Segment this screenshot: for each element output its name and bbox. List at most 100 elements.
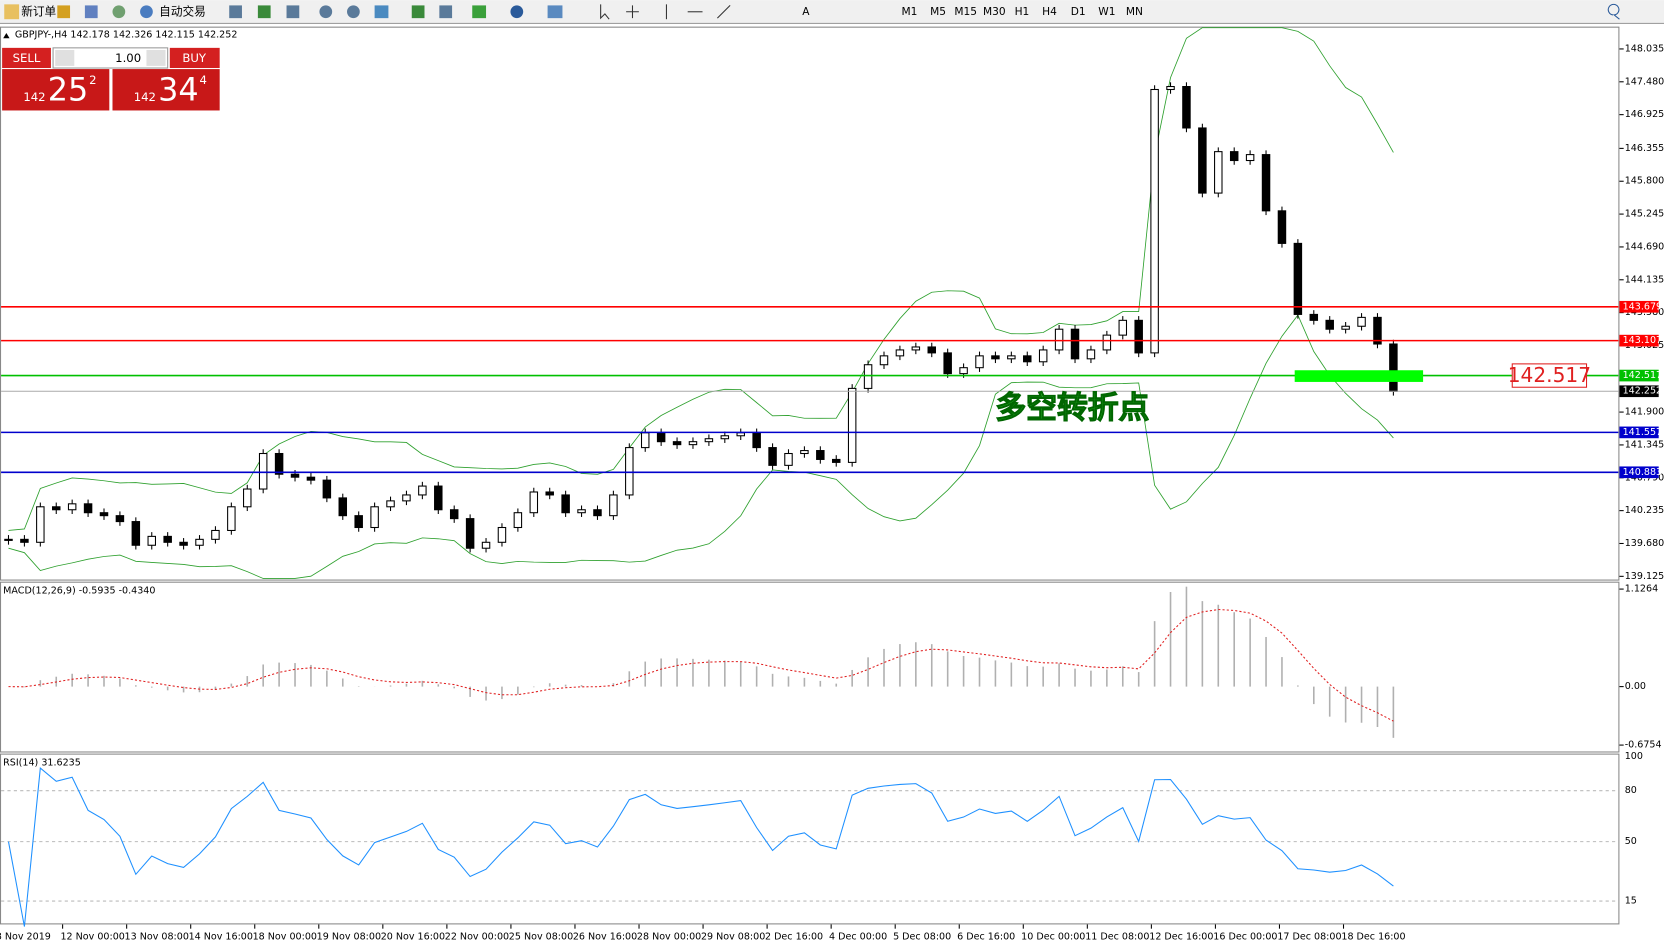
candle xyxy=(115,515,125,523)
cursor-tool[interactable] xyxy=(600,4,610,20)
text-tool[interactable]: A xyxy=(802,5,810,18)
level-label: 141.557 xyxy=(1623,427,1662,438)
sell-label[interactable]: SELL xyxy=(13,51,41,65)
timeframe-button[interactable]: H4 xyxy=(1042,5,1057,18)
tool-icon[interactable] xyxy=(374,5,389,19)
x-tick-label: 6 Dec 16:00 xyxy=(957,932,1015,943)
candle xyxy=(577,509,586,514)
tool-icon[interactable] xyxy=(257,5,271,19)
toolbar-icon[interactable] xyxy=(84,5,98,19)
bollinger-band xyxy=(8,314,1394,579)
macd-tick-label: -0.6754 xyxy=(1625,740,1662,751)
buy-label[interactable]: BUY xyxy=(182,51,207,65)
volume-up[interactable] xyxy=(146,49,166,66)
candle xyxy=(99,512,109,517)
timeframe-button[interactable]: D1 xyxy=(1071,5,1086,18)
timeframe-button[interactable]: H1 xyxy=(1015,5,1030,18)
x-tick-label: 19 Nov 08:00 xyxy=(317,932,381,943)
timeframe-button[interactable]: M1 xyxy=(902,5,918,18)
timeframe-button[interactable]: M15 xyxy=(954,5,977,18)
bollinger-band xyxy=(8,27,1394,531)
level-tag xyxy=(1619,466,1659,479)
tool-icon[interactable] xyxy=(319,5,333,19)
candle xyxy=(434,485,443,511)
candle xyxy=(768,447,777,466)
macd-label: MACD(12,26,9) -0.5935 -0.4340 xyxy=(3,586,155,597)
sell-button[interactable] xyxy=(2,47,51,69)
tool-icon[interactable] xyxy=(510,5,524,19)
candle xyxy=(832,458,841,463)
tool-icon[interactable] xyxy=(547,5,563,19)
candle xyxy=(243,488,252,508)
tool-icon[interactable] xyxy=(411,5,425,19)
search-icon[interactable] xyxy=(1607,3,1620,20)
x-tick-label: 17 Dec 08:00 xyxy=(1277,932,1341,943)
macd-tick-label: 1.1264 xyxy=(1625,584,1658,595)
x-tick-label: 10 Dec 00:00 xyxy=(1021,932,1085,943)
y-tick-label: 146.355 xyxy=(1625,143,1664,154)
candle xyxy=(1245,154,1255,162)
tool-icon[interactable] xyxy=(439,5,453,19)
auto-trade-button[interactable]: 自动交易 xyxy=(159,4,206,18)
x-tick-label: 26 Nov 16:00 xyxy=(573,932,637,943)
current-price-tag xyxy=(1619,385,1659,398)
candle xyxy=(975,355,984,369)
trendline-tool[interactable] xyxy=(717,5,731,19)
timeframe-button[interactable]: MN xyxy=(1126,5,1143,18)
toolbar-icon[interactable] xyxy=(57,5,71,19)
timeframe-button[interactable]: W1 xyxy=(1098,5,1115,18)
candle xyxy=(943,352,952,375)
candle xyxy=(672,441,682,446)
buy-button[interactable] xyxy=(169,47,220,69)
candle xyxy=(1309,313,1319,321)
current-price-label: 142.252 xyxy=(1623,386,1662,397)
candle xyxy=(1134,319,1143,354)
x-tick-label: 4 Dec 00:00 xyxy=(829,932,887,943)
price-label-box xyxy=(1511,363,1588,388)
tool-icon[interactable] xyxy=(229,5,242,19)
volume-value[interactable]: 1.00 xyxy=(115,51,141,65)
candle xyxy=(418,485,427,496)
candle xyxy=(736,432,745,437)
new-order-icon[interactable] xyxy=(4,4,20,20)
toolbar-icon[interactable] xyxy=(112,5,126,19)
candle xyxy=(816,450,825,460)
candle xyxy=(1150,88,1159,354)
candle xyxy=(67,503,77,511)
timeframe-button[interactable]: M5 xyxy=(930,5,946,18)
x-tick-label: 18 Nov 00:00 xyxy=(253,932,317,943)
candle xyxy=(338,497,348,517)
new-order-button[interactable]: 新订单 xyxy=(21,4,56,18)
crosshair-tool[interactable] xyxy=(626,5,639,19)
volume-down[interactable] xyxy=(55,49,75,66)
buy-price-box[interactable] xyxy=(112,69,220,111)
tool-icon[interactable] xyxy=(347,5,360,19)
macd-signal xyxy=(8,608,1394,722)
rsi-label: RSI(14) 31.6235 xyxy=(3,758,81,769)
x-tick-label: 14 Nov 16:00 xyxy=(189,932,253,943)
y-tick-label: 141.345 xyxy=(1625,439,1664,450)
candle xyxy=(991,355,1000,360)
candle xyxy=(688,441,698,446)
level-label: 143.679 xyxy=(1623,301,1662,312)
x-tick-label: 18 Dec 16:00 xyxy=(1341,932,1405,943)
level-label: 143.107 xyxy=(1623,335,1662,346)
candle xyxy=(1198,127,1207,194)
candle xyxy=(625,447,634,496)
x-tick-label: 11 Dec 08:00 xyxy=(1085,932,1149,943)
auto-trade-icon[interactable] xyxy=(140,5,153,19)
tool-icon[interactable] xyxy=(472,5,487,19)
candle xyxy=(52,506,61,511)
candle xyxy=(1118,319,1128,336)
level-label: 140.883 xyxy=(1623,467,1662,478)
timeframe-button[interactable]: M30 xyxy=(983,5,1006,18)
y-tick-label: 139.125 xyxy=(1625,571,1664,582)
volume-field[interactable] xyxy=(52,47,169,69)
x-tick-label: 29 Nov 08:00 xyxy=(701,932,765,943)
tool-icon[interactable] xyxy=(286,5,300,19)
candle xyxy=(4,538,13,541)
x-tick-label: 12 Nov 00:00 xyxy=(60,932,124,943)
sell-price-box[interactable] xyxy=(2,69,110,111)
candle xyxy=(36,506,45,543)
y-tick-label: 139.680 xyxy=(1625,538,1664,549)
